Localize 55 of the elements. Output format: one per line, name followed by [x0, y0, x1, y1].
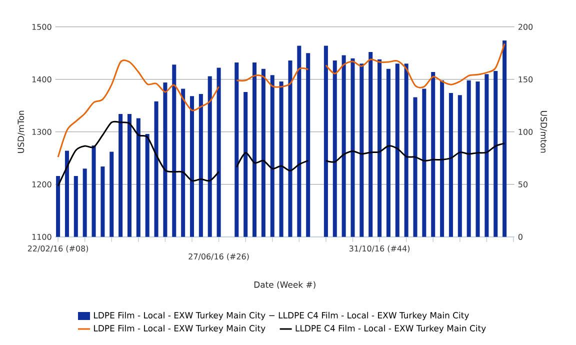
bar	[216, 68, 221, 237]
bar	[431, 72, 436, 237]
bar	[502, 40, 507, 237]
bar	[92, 146, 96, 237]
bar	[279, 81, 284, 237]
bar	[190, 96, 194, 237]
bar	[448, 93, 453, 237]
legend-label: LDPE Film - Local - EXW Turkey Main City − LLDPE C4 Film - Local - EXW Turkey Main City	[94, 312, 469, 320]
bar	[288, 60, 292, 237]
bar	[306, 53, 310, 237]
bar	[270, 75, 274, 237]
bar	[360, 64, 364, 237]
bar	[261, 68, 266, 237]
bar	[342, 55, 346, 237]
bar	[476, 81, 480, 237]
x-axis-title: Date (Week #)	[254, 281, 316, 289]
bar	[118, 114, 123, 237]
bar	[100, 166, 105, 237]
y2-axis-title: USD/mton	[540, 111, 548, 153]
bar	[297, 46, 302, 237]
bar	[350, 58, 355, 237]
bar	[127, 114, 132, 237]
bar	[136, 118, 140, 237]
legend-label: LDPE Film - Local - EXW Turkey Main City	[94, 324, 266, 334]
bar	[163, 82, 168, 237]
bar	[466, 80, 471, 237]
bar	[64, 150, 69, 237]
y-axis-title: USD/mTon	[18, 110, 25, 153]
bar	[458, 95, 462, 237]
bar	[422, 88, 426, 237]
bar	[494, 70, 498, 237]
bar	[413, 97, 418, 237]
bar	[172, 64, 176, 237]
bar	[324, 46, 328, 237]
bar	[378, 59, 382, 237]
bar	[244, 92, 248, 237]
legend-label: LLDPE C4 Film - Local - EXW Turkey Main City	[296, 324, 486, 334]
bar	[440, 80, 444, 237]
bar	[234, 62, 239, 237]
bar	[145, 134, 150, 237]
bar	[82, 168, 87, 237]
bar	[332, 60, 337, 237]
bar	[208, 76, 212, 237]
bar	[198, 94, 203, 237]
bar	[74, 176, 78, 237]
bar	[154, 101, 158, 237]
bar	[484, 74, 489, 237]
bar	[386, 68, 390, 237]
bar	[404, 64, 408, 237]
bar	[110, 152, 114, 237]
bar	[368, 52, 373, 237]
bar	[395, 64, 400, 237]
bar	[181, 88, 186, 237]
bar	[56, 176, 60, 237]
bar	[252, 62, 257, 237]
